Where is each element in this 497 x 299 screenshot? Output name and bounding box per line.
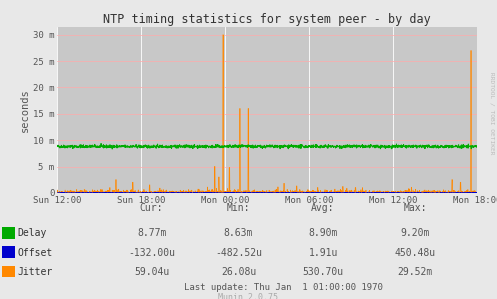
Text: -482.52u: -482.52u	[215, 248, 262, 258]
Text: Delay: Delay	[17, 228, 47, 238]
Text: Cur:: Cur:	[140, 203, 164, 213]
Text: RRDTOOL / TOBI OETIKER: RRDTOOL / TOBI OETIKER	[490, 72, 495, 155]
Text: 530.70u: 530.70u	[303, 267, 343, 277]
Text: Jitter: Jitter	[17, 267, 53, 277]
Text: 26.08u: 26.08u	[221, 267, 256, 277]
Text: 29.52m: 29.52m	[398, 267, 432, 277]
Text: 8.63m: 8.63m	[224, 228, 253, 238]
Text: 1.91u: 1.91u	[308, 248, 338, 258]
Text: 8.90m: 8.90m	[308, 228, 338, 238]
Text: Munin 2.0.75: Munin 2.0.75	[219, 293, 278, 299]
Text: 450.48u: 450.48u	[395, 248, 435, 258]
Text: Offset: Offset	[17, 248, 53, 258]
Text: Max:: Max:	[403, 203, 427, 213]
Text: 8.77m: 8.77m	[137, 228, 166, 238]
Text: 59.04u: 59.04u	[134, 267, 169, 277]
Text: Min:: Min:	[227, 203, 250, 213]
Text: -132.00u: -132.00u	[128, 248, 175, 258]
Title: NTP timing statistics for system peer - by day: NTP timing statistics for system peer - …	[103, 13, 431, 26]
Text: Avg:: Avg:	[311, 203, 335, 213]
Text: Last update: Thu Jan  1 01:00:00 1970: Last update: Thu Jan 1 01:00:00 1970	[184, 283, 383, 292]
Text: 9.20m: 9.20m	[400, 228, 430, 238]
Y-axis label: seconds: seconds	[20, 88, 30, 132]
